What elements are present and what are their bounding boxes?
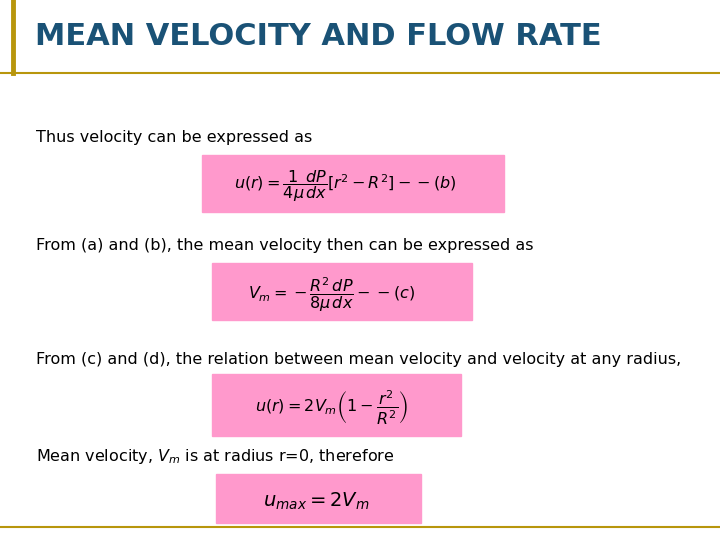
Text: From (a) and (b), the mean velocity then can be expressed as: From (a) and (b), the mean velocity then… <box>36 238 534 253</box>
Text: From (c) and (d), the relation between mean velocity and velocity at any radius,: From (c) and (d), the relation between m… <box>36 352 681 367</box>
Text: Mean velocity, $V_m$ is at radius r=0, therefore: Mean velocity, $V_m$ is at radius r=0, t… <box>36 447 395 466</box>
FancyBboxPatch shape <box>216 474 421 523</box>
Text: $u(r) = \dfrac{1}{4\mu}\dfrac{dP}{dx}[r^2 - R^2]--(b)$: $u(r) = \dfrac{1}{4\mu}\dfrac{dP}{dx}[r^… <box>234 168 457 204</box>
Text: $V_m = -\dfrac{R^2}{8\mu}\dfrac{dP}{dx}--(c)$: $V_m = -\dfrac{R^2}{8\mu}\dfrac{dP}{dx}-… <box>248 275 415 314</box>
FancyBboxPatch shape <box>212 374 461 436</box>
FancyBboxPatch shape <box>202 155 504 212</box>
Text: MEAN VELOCITY AND FLOW RATE: MEAN VELOCITY AND FLOW RATE <box>35 22 601 51</box>
Text: $u_{max} = 2V_m$: $u_{max} = 2V_m$ <box>264 490 370 512</box>
Text: $u(r) = 2V_m\left(1 - \dfrac{r^2}{R^2}\right)$: $u(r) = 2V_m\left(1 - \dfrac{r^2}{R^2}\r… <box>255 388 408 427</box>
Text: Thus velocity can be expressed as: Thus velocity can be expressed as <box>36 130 312 145</box>
FancyBboxPatch shape <box>212 263 472 320</box>
